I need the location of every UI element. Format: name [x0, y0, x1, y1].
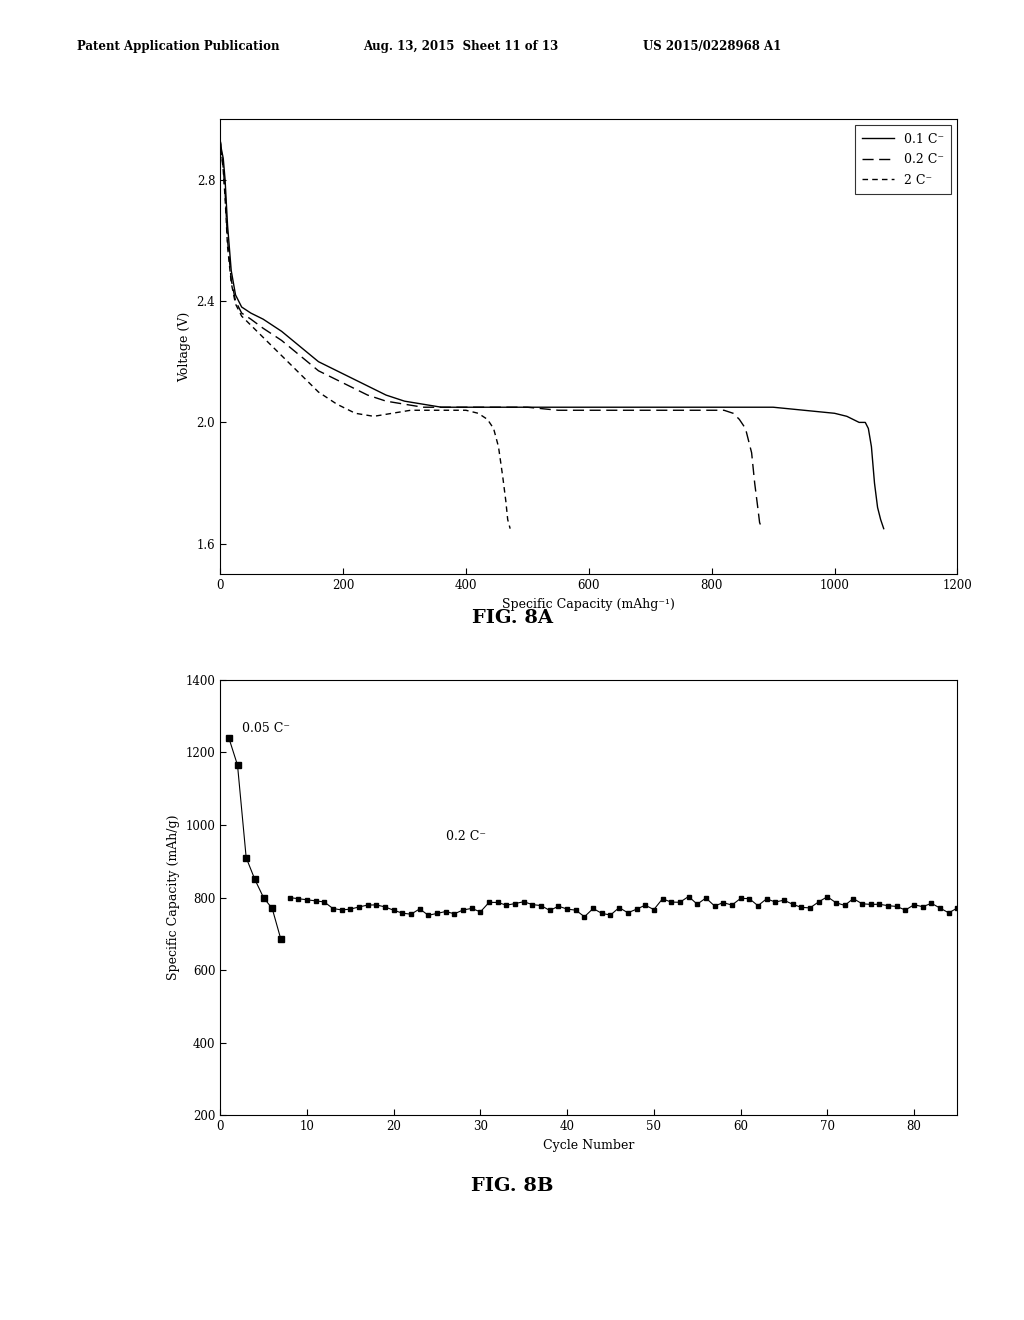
Text: 0.2 C⁻: 0.2 C⁻ [445, 829, 485, 842]
X-axis label: Cycle Number: Cycle Number [543, 1139, 635, 1152]
Text: US 2015/0228968 A1: US 2015/0228968 A1 [643, 40, 781, 53]
Text: 0.05 C⁻: 0.05 C⁻ [242, 722, 290, 735]
X-axis label: Specific Capacity (mAhg⁻¹): Specific Capacity (mAhg⁻¹) [503, 598, 675, 611]
Text: FIG. 8A: FIG. 8A [471, 609, 553, 627]
Text: Aug. 13, 2015  Sheet 11 of 13: Aug. 13, 2015 Sheet 11 of 13 [364, 40, 559, 53]
Text: Patent Application Publication: Patent Application Publication [77, 40, 280, 53]
Y-axis label: Specific Capacity (mAh/g): Specific Capacity (mAh/g) [167, 814, 180, 981]
Y-axis label: Voltage (V): Voltage (V) [178, 312, 191, 381]
Legend: 0.1 C⁻, 0.2 C⁻, 2 C⁻: 0.1 C⁻, 0.2 C⁻, 2 C⁻ [855, 125, 951, 194]
Text: FIG. 8B: FIG. 8B [471, 1176, 553, 1195]
